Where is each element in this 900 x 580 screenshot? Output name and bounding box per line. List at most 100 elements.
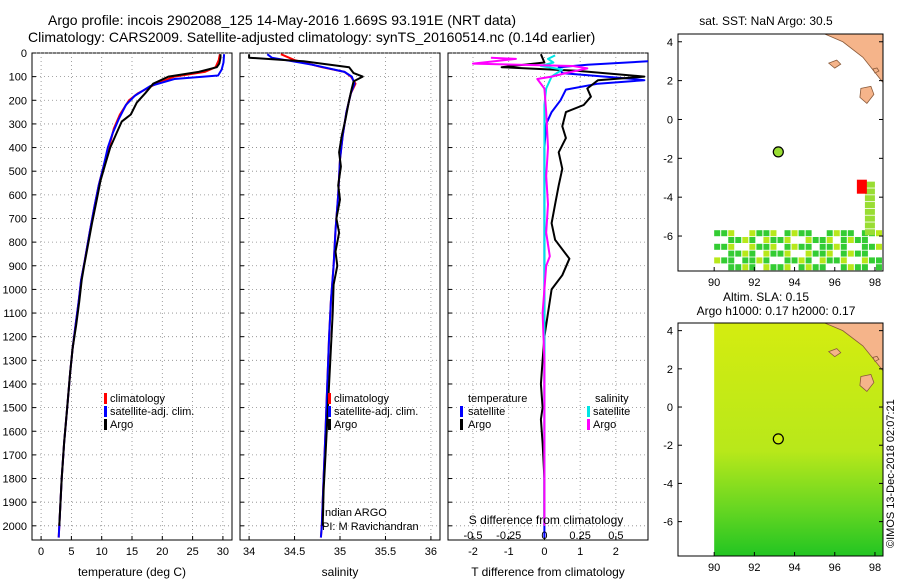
y-tick-label: 1800 (3, 474, 27, 486)
legend-label: satellite (468, 406, 505, 418)
plot-frame (447, 52, 649, 541)
y-tick-label: 1700 (3, 450, 27, 462)
imos-watermark: ©IMOS 13-Dec-2018 02:07:21 (885, 399, 897, 548)
sst-cell (826, 230, 833, 237)
map-frame (677, 322, 884, 557)
sst-cell (742, 250, 749, 257)
sst-cell (791, 257, 798, 264)
sst-cell (770, 250, 777, 257)
sst-cell (784, 230, 791, 237)
sst-cell (749, 243, 756, 250)
legend-label: temperature (468, 393, 527, 405)
x-tick-label: 1 (577, 546, 583, 558)
legend-swatch (587, 406, 590, 417)
sst-cell (812, 264, 819, 271)
sst-cell (784, 250, 791, 257)
series-line-t-satellite (543, 60, 649, 538)
y-tick-label: 100 (9, 72, 27, 84)
sla-field (714, 323, 883, 556)
sst-cell (728, 230, 735, 237)
x-tick-label: 0 (38, 546, 44, 558)
sst-cell (777, 250, 784, 257)
y-tick-label: -6 (663, 231, 673, 243)
y-tick-label: 1900 (3, 497, 27, 509)
legend-label: satellite-adj. clim. (334, 406, 418, 418)
y-tick-label: 4 (667, 326, 673, 338)
sst-cell (826, 250, 833, 257)
x-tick-label: 10 (96, 546, 108, 558)
sst-cell (714, 230, 721, 237)
y-tick-label: 0 (21, 48, 27, 60)
argo-float-marker (772, 146, 784, 158)
y-tick-label: 2 (667, 364, 673, 376)
sst-cell (777, 237, 784, 244)
legend-swatch (460, 406, 463, 417)
land-islet (872, 355, 880, 362)
sst-cell (861, 257, 868, 264)
sst-cell (728, 257, 735, 264)
land-sumatra (824, 34, 883, 84)
series-line-satellite-adj-clim- (266, 53, 356, 538)
sst-cell-warm (856, 179, 867, 194)
series-line-argo (58, 54, 222, 526)
sst-cell (728, 250, 735, 257)
sst-cell (833, 257, 840, 264)
legend-label: satellite-adj. clim. (110, 406, 194, 418)
x-tick-label: 2 (613, 546, 619, 558)
sst-cell (721, 243, 728, 250)
sst-cell (833, 230, 840, 237)
sst-cell (854, 264, 861, 271)
y-tick-label: -6 (663, 517, 673, 529)
y-tick-label: 1500 (3, 403, 27, 415)
y-tick-label: 1200 (3, 332, 27, 344)
sst-cell (840, 230, 847, 237)
s-tick-label: -0.5 (464, 530, 483, 542)
sst-cell (735, 250, 742, 257)
y-tick-label: 1000 (3, 284, 27, 296)
sst-cell (749, 264, 756, 271)
y-tick-label: 400 (9, 143, 27, 155)
series-line-t-argo (500, 53, 646, 526)
x-tick-label: 94 (788, 277, 800, 289)
legend-swatch (104, 406, 107, 417)
title-line-1: Argo profile: incois 2902088_125 14-May-… (48, 12, 516, 28)
sst-cell (861, 264, 868, 271)
sst-map-panel: sat. SST: NaN Argo: 30.5 90 92 94 96 98 -6 -4 -2… (663, 14, 889, 289)
legend-label: Argo (110, 419, 133, 431)
y-tick-label: 300 (9, 119, 27, 131)
sst-cell (864, 188, 875, 195)
legend-label: Argo (334, 419, 357, 431)
x-tick-label: 98 (869, 277, 881, 289)
series-line-s-argo (472, 56, 589, 526)
sst-cell (864, 195, 875, 202)
legend-label: climatology (334, 393, 390, 405)
y-tick-label: 900 (9, 261, 27, 273)
sst-cell (861, 250, 868, 257)
sst-cell (756, 243, 763, 250)
x-tick-label: 35 (334, 546, 346, 558)
sst-cell (798, 257, 805, 264)
sst-cell (864, 208, 875, 215)
x-tick-label: 5 (68, 546, 74, 558)
sst-cell (770, 264, 777, 271)
x-tick-label: 0 (541, 546, 547, 558)
sst-cell (861, 237, 868, 244)
legend-label: satellite (593, 406, 630, 418)
sst-cell (735, 237, 742, 244)
legend-label: Argo (468, 419, 491, 431)
legend-swatch (587, 419, 590, 430)
x-tick-label: 34 (243, 546, 255, 558)
sst-cell (864, 202, 875, 209)
sst-cell (883, 230, 889, 236)
sst-cell (883, 257, 889, 263)
y-tick-label: 1400 (3, 379, 27, 391)
sst-cell (805, 243, 812, 250)
y-tick-label: -2 (663, 440, 673, 452)
x-tick-label: 98 (869, 562, 881, 574)
sst-cell (784, 243, 791, 250)
map-content (714, 34, 889, 271)
sst-cell (875, 243, 882, 250)
x-axis-label: salinity (322, 565, 359, 579)
sst-cell (819, 257, 826, 264)
